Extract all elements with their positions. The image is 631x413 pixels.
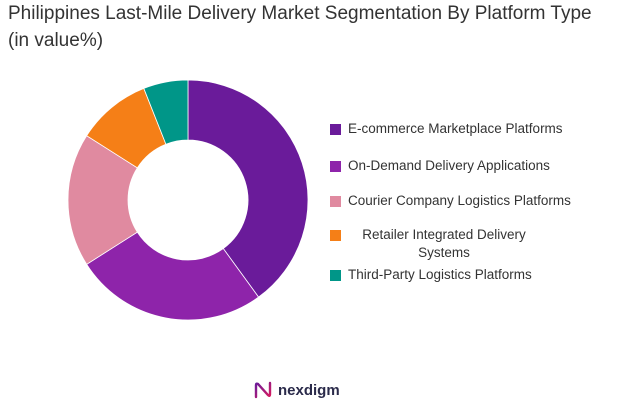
- brand-logo: nexdigm: [253, 380, 340, 400]
- chart-title: Philippines Last-Mile Delivery Market Se…: [8, 3, 592, 51]
- legend-item-4: Retailer Integrated Delivery Systems: [330, 226, 540, 262]
- legend-swatch: [330, 230, 341, 241]
- donut-slice-5: [143, 79, 189, 145]
- legend-item-2: On-Demand Delivery Applications: [330, 157, 620, 175]
- legend-label: Third-Party Logistics Platforms: [348, 267, 532, 282]
- legend-item-1: E-commerce Marketplace Platforms: [330, 120, 620, 138]
- legend-item-3: Courier Company Logistics Platforms: [330, 192, 620, 210]
- legend-label: Retailer Integrated Delivery Systems: [362, 227, 526, 260]
- nexdigm-logo-icon: [254, 381, 272, 399]
- legend-item-5: Third-Party Logistics Platforms: [330, 266, 620, 284]
- donut-slice-1: [187, 79, 309, 298]
- legend-swatch: [330, 124, 341, 135]
- brand-name: nexdigm: [278, 381, 340, 399]
- legend-label: On-Demand Delivery Applications: [348, 158, 550, 173]
- legend-label: Courier Company Logistics Platforms: [348, 193, 571, 208]
- legend-label: E-commerce Marketplace Platforms: [348, 121, 563, 136]
- legend-swatch: [330, 196, 341, 207]
- legend-swatch: [330, 161, 341, 172]
- donut-slice-2: [86, 231, 260, 321]
- legend-swatch: [330, 270, 341, 281]
